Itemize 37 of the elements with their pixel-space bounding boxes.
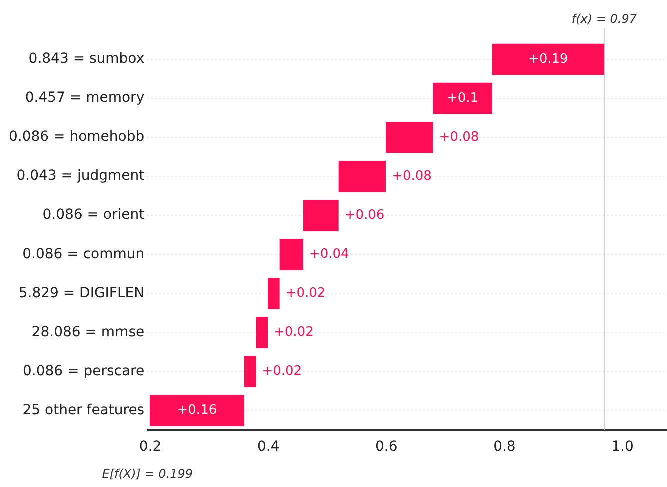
- bar: [280, 239, 304, 270]
- bar: [150, 395, 244, 426]
- bar: [386, 122, 434, 154]
- x-tick-label: 1.0: [612, 439, 634, 456]
- y-tick-label: 0.086 = perscare: [23, 363, 145, 380]
- data-label: +0.02: [286, 286, 326, 302]
- data-label: +0.16: [177, 403, 218, 418]
- y-tick-label: 0.086 = orient: [42, 207, 146, 224]
- x-tick-label: 0.8: [494, 439, 516, 456]
- y-tick-label: 25 other features: [22, 402, 145, 418]
- y-tick-label: 0.043 = judgment: [16, 168, 146, 184]
- data-label: +0.08: [392, 168, 432, 184]
- ref-line-label: f(x) = 0.97: [572, 12, 638, 26]
- text: E[f(X)] = 0.199: [102, 467, 194, 482]
- data-label: +0.02: [274, 325, 314, 340]
- y-tick-label: 5.829 = DIGIFLEN: [18, 285, 145, 302]
- x-tick-label: 0.6: [376, 439, 398, 456]
- bar: [433, 82, 492, 114]
- data-label: +0.04: [309, 246, 350, 262]
- y-tick-label: 0.086 = commun: [22, 246, 145, 262]
- bar: [268, 278, 280, 310]
- y-tick-label: 0.843 = sumbox: [28, 51, 145, 68]
- data-label: +0.08: [439, 130, 480, 145]
- bar: [338, 160, 386, 192]
- bar: [492, 44, 604, 76]
- y-tick-label: 0.086 = homehobb: [8, 129, 145, 146]
- bar: [303, 200, 339, 232]
- x-tick-label: 0.4: [257, 439, 280, 456]
- data-label: +0.19: [528, 52, 568, 67]
- data-label: +0.06: [344, 208, 385, 223]
- x-tick-label: 0.2: [139, 439, 162, 456]
- data-label: +0.1: [446, 90, 479, 106]
- data-label: +0.02: [262, 364, 302, 380]
- y-tick-label: 28.086 = mmse: [32, 324, 145, 340]
- bar: [256, 317, 268, 348]
- bar: [244, 356, 256, 388]
- y-tick-label: 0.457 = memory: [25, 90, 145, 106]
